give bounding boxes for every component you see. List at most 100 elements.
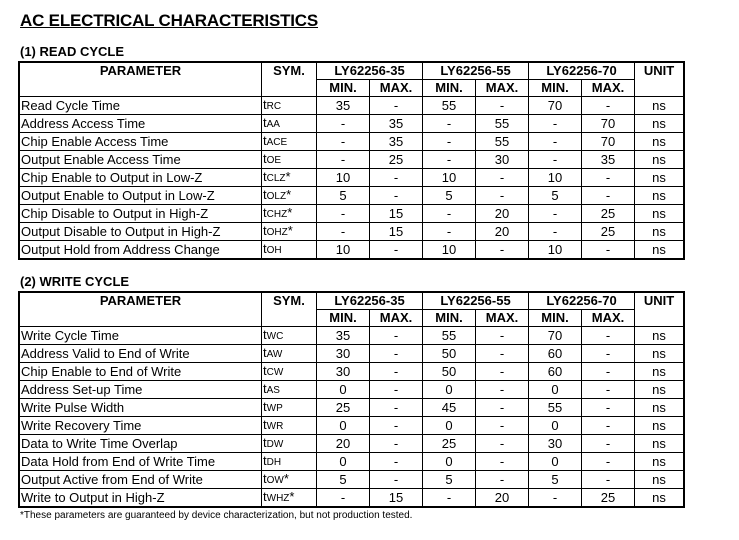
min-value-cell: - — [316, 150, 370, 169]
table-row: Address Access Time tAA -35-55-70 ns — [18, 114, 685, 133]
table-row: Write Pulse Width tWP 25-45-55- ns — [18, 398, 685, 417]
max-value-cell: - — [475, 380, 529, 399]
symbol-note: * — [289, 489, 295, 504]
max-value-cell: - — [581, 168, 635, 187]
min-value-cell: 0 — [528, 452, 582, 471]
symbol-cell: tOH — [261, 240, 317, 260]
symbol-cell: tOW* — [261, 470, 317, 489]
sym-header: SYM. — [261, 291, 317, 327]
unit-header: UNIT — [634, 291, 685, 327]
max-value-cell: 35 — [581, 150, 635, 169]
max-value-cell: - — [475, 168, 529, 187]
parameter-cell: Output Enable Access Time — [18, 150, 262, 169]
symbol-cell: tOE — [261, 150, 317, 169]
table-row: Write Recovery Time tWR 0-0-0- ns — [18, 416, 685, 435]
symbol-cell: tWC — [261, 326, 317, 345]
min-value-cell: 10 — [528, 240, 582, 260]
min-value-cell: - — [528, 222, 582, 241]
min-value-cell: - — [422, 488, 476, 508]
symbol-cell: tCLZ* — [261, 168, 317, 187]
min-value-cell: 0 — [422, 416, 476, 435]
parameter-cell: Data to Write Time Overlap — [18, 434, 262, 453]
table-row: Chip Enable to Output in Low-Z tCLZ* 10-10… — [18, 168, 685, 187]
max-value-cell: - — [581, 96, 635, 115]
min-value-cell: - — [422, 204, 476, 223]
min-value-cell: - — [528, 488, 582, 508]
max-value-cell: - — [581, 434, 635, 453]
max-value-cell: - — [475, 434, 529, 453]
max-value-cell: 15 — [369, 488, 423, 508]
max-header: MAX. — [581, 79, 635, 97]
min-value-cell: - — [422, 222, 476, 241]
min-value-cell: 55 — [528, 398, 582, 417]
max-value-cell: - — [581, 362, 635, 381]
read-cycle-table: PARAMETER SYM. LY62256-35 LY62256-55 LY62256… — [18, 61, 685, 260]
min-value-cell: - — [528, 150, 582, 169]
symbol-subscript: RC — [266, 101, 282, 112]
max-value-cell: - — [369, 380, 423, 399]
min-value-cell: 5 — [422, 186, 476, 205]
symbol-cell: tWHZ* — [261, 488, 317, 508]
min-value-cell: 0 — [528, 416, 582, 435]
min-value-cell: 35 — [316, 96, 370, 115]
min-value-cell: - — [528, 114, 582, 133]
symbol-note: * — [286, 187, 292, 202]
parameter-cell: Output Disable to Output in High-Z — [18, 222, 262, 241]
max-value-cell: 20 — [475, 488, 529, 508]
symbol-subscript: CLZ — [266, 173, 286, 184]
min-value-cell: 0 — [528, 380, 582, 399]
min-value-cell: - — [316, 132, 370, 151]
symbol-subscript: CW — [266, 367, 284, 378]
max-value-cell: - — [369, 398, 423, 417]
symbol-cell: tRC — [261, 96, 317, 115]
parameter-cell: Address Access Time — [18, 114, 262, 133]
min-value-cell: 45 — [422, 398, 476, 417]
max-value-cell: - — [475, 398, 529, 417]
max-value-cell: 20 — [475, 204, 529, 223]
symbol-subscript: DH — [266, 457, 282, 468]
min-value-cell: 70 — [528, 326, 582, 345]
symbol-cell: tWR — [261, 416, 317, 435]
min-value-cell: - — [316, 114, 370, 133]
min-value-cell: 0 — [316, 380, 370, 399]
sym-header: SYM. — [261, 61, 317, 97]
unit-cell: ns — [634, 452, 685, 471]
table-row: Address Valid to End of Write tAW 30-50-60… — [18, 344, 685, 363]
table-row: Output Enable Access Time tOE -25-30-35 ns — [18, 150, 685, 169]
max-header: MAX. — [369, 79, 423, 97]
symbol-subscript: OH — [266, 245, 282, 256]
parameter-cell: Write Recovery Time — [18, 416, 262, 435]
page: AC ELECTRICAL CHARACTERISTICS (1) READ C… — [18, 11, 685, 521]
max-value-cell: - — [475, 96, 529, 115]
unit-cell: ns — [634, 150, 685, 169]
parameter-cell: Write Pulse Width — [18, 398, 262, 417]
max-value-cell: 25 — [581, 204, 635, 223]
max-value-cell: - — [475, 362, 529, 381]
symbol-cell: tOLZ* — [261, 186, 317, 205]
table-row: Address Set-up Time tAS 0-0-0- ns — [18, 380, 685, 399]
min-value-cell: 10 — [422, 168, 476, 187]
min-header: MIN. — [422, 79, 476, 97]
min-value-cell: 55 — [422, 96, 476, 115]
table-row: Chip Enable to End of Write tCW 30-50-60- n… — [18, 362, 685, 381]
table-row: Write Cycle Time tWC 35-55-70- ns — [18, 326, 685, 345]
footnote: *These parameters are guaranteed by devi… — [20, 510, 413, 521]
max-value-cell: - — [369, 186, 423, 205]
unit-cell: ns — [634, 488, 685, 508]
part-header: LY62256-70 — [528, 61, 635, 80]
parameter-cell: Address Valid to End of Write — [18, 344, 262, 363]
max-value-cell: - — [581, 380, 635, 399]
max-value-cell: - — [581, 186, 635, 205]
parameter-cell: Chip Enable to Output in Low-Z — [18, 168, 262, 187]
max-value-cell: - — [475, 452, 529, 471]
table-row: Output Disable to Output in High-Z tOHZ* -… — [18, 222, 685, 241]
min-value-cell: - — [316, 204, 370, 223]
max-value-cell: 55 — [475, 114, 529, 133]
unit-cell: ns — [634, 380, 685, 399]
symbol-subscript: AA — [266, 119, 280, 130]
table-row: Read Cycle Time tRC 35-55-70- ns — [18, 96, 685, 115]
max-value-cell: - — [475, 240, 529, 260]
table-row: Output Hold from Address Change tOH 10-10-… — [18, 240, 685, 260]
max-value-cell: 55 — [475, 132, 529, 151]
symbol-note: * — [287, 223, 293, 238]
